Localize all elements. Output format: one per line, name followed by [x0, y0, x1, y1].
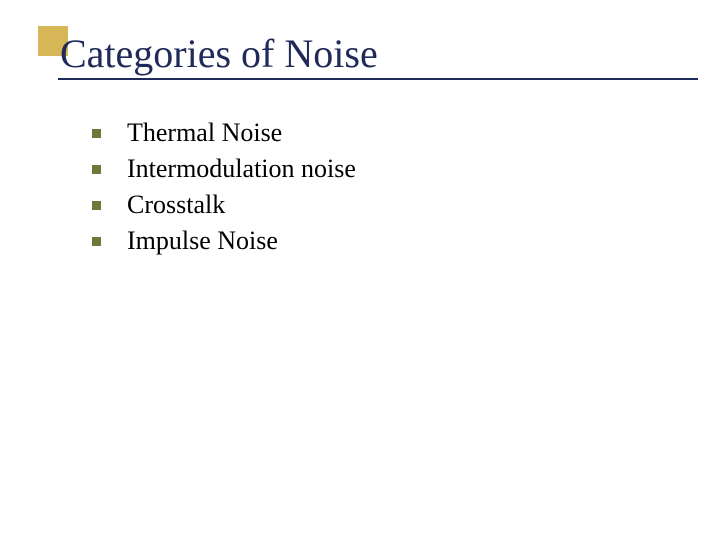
- bullet-text: Crosstalk: [127, 190, 225, 220]
- list-item: Intermodulation noise: [92, 154, 356, 184]
- bullet-text: Impulse Noise: [127, 226, 278, 256]
- list-item: Impulse Noise: [92, 226, 356, 256]
- square-bullet-icon: [92, 165, 101, 174]
- square-bullet-icon: [92, 201, 101, 210]
- bullet-text: Thermal Noise: [127, 118, 282, 148]
- square-bullet-icon: [92, 237, 101, 246]
- title-underline: [58, 78, 698, 80]
- slide-title: Categories of Noise: [60, 30, 378, 77]
- list-item: Crosstalk: [92, 190, 356, 220]
- list-item: Thermal Noise: [92, 118, 356, 148]
- bullet-text: Intermodulation noise: [127, 154, 356, 184]
- bullet-list: Thermal Noise Intermodulation noise Cros…: [92, 118, 356, 262]
- square-bullet-icon: [92, 129, 101, 138]
